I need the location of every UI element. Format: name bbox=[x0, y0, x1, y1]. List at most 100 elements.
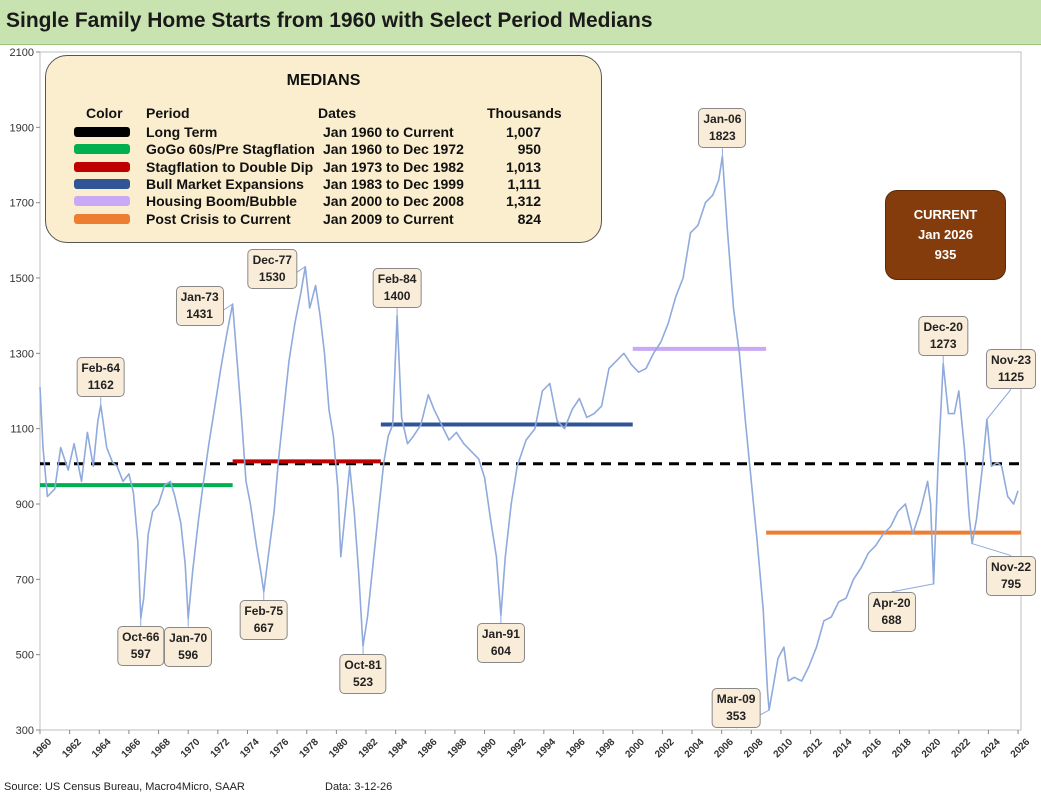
x-tick-label: 2026 bbox=[1009, 736, 1033, 760]
x-tick-label: 2010 bbox=[772, 736, 796, 760]
annotation-value: 688 bbox=[881, 612, 902, 627]
x-tick-label: 1962 bbox=[60, 736, 84, 760]
legend-value: 1,007 bbox=[505, 124, 541, 140]
x-tick-label: 2002 bbox=[653, 736, 677, 760]
x-tick-label: 1990 bbox=[475, 736, 499, 760]
x-tick-label: 1994 bbox=[535, 736, 559, 760]
current-value-box: CURRENT Jan 2026 935 bbox=[885, 190, 1006, 280]
x-tick-label: 2012 bbox=[801, 736, 825, 760]
annotation-callout: Jan-91 604 bbox=[476, 623, 525, 664]
annotation-date: Nov-22 bbox=[990, 559, 1032, 574]
legend-dates: Jan 1973 to Dec 1982 bbox=[323, 158, 464, 175]
x-tick-label: 1972 bbox=[209, 736, 233, 760]
annotation-callout: Feb-64 1162 bbox=[76, 357, 126, 398]
footer-data-date: Data: 3-12-26 bbox=[325, 781, 393, 793]
legend-dates: Jan 1983 to Dec 1999 bbox=[323, 175, 464, 192]
annotation-value: 596 bbox=[178, 647, 199, 662]
annotation-value: 795 bbox=[1000, 576, 1022, 591]
x-tick-label: 1996 bbox=[564, 736, 588, 760]
legend-header-dates: Dates bbox=[318, 105, 357, 121]
annotation-value: 1273 bbox=[929, 336, 957, 351]
y-tick-label: 1900 bbox=[10, 122, 34, 134]
annotation-callout: Apr-20 688 bbox=[867, 591, 916, 632]
x-tick-label: 1984 bbox=[386, 736, 410, 760]
annotation-date: Oct-81 bbox=[344, 658, 382, 672]
annotation-callout: Feb-75 667 bbox=[239, 599, 289, 640]
x-tick-label: 1986 bbox=[416, 736, 440, 760]
annotation-date: Oct-66 bbox=[122, 630, 160, 645]
x-tick-label: 2004 bbox=[683, 736, 707, 760]
current-date: Jan 2026 bbox=[918, 227, 973, 242]
legend-dates: Jan 2009 to Current bbox=[323, 210, 454, 227]
legend-dates: Jan 1960 to Current bbox=[323, 124, 454, 140]
annotation-date: Nov-23 bbox=[990, 353, 1032, 368]
x-tick-label: 2000 bbox=[623, 736, 647, 760]
legend-row: GoGo 60s/Pre Stagflation Jan 1960 to Dec … bbox=[46, 141, 601, 158]
legend-period: Housing Boom/Bubble bbox=[146, 193, 297, 210]
annotation-callout: Nov-22 795 bbox=[985, 555, 1037, 596]
x-tick-label: 1980 bbox=[327, 736, 351, 760]
y-tick-label: 2100 bbox=[10, 47, 34, 59]
x-tick-label: 1974 bbox=[238, 736, 262, 760]
current-label: CURRENT bbox=[913, 207, 978, 222]
annotation-callout: Dec-20 1273 bbox=[918, 315, 968, 356]
annotation-callout: Oct-81 523 bbox=[339, 654, 387, 694]
y-tick-label: 700 bbox=[16, 574, 34, 586]
y-tick-label: 1500 bbox=[10, 273, 34, 285]
legend-swatch bbox=[74, 196, 130, 207]
annotation-value: 1530 bbox=[258, 269, 286, 284]
annotation-callout: Feb-84 1400 bbox=[372, 267, 422, 308]
legend-row: Post Crisis to Current Jan 2009 to Curren… bbox=[46, 211, 601, 228]
annotation-value: 353 bbox=[726, 709, 747, 723]
legend-value: 824 bbox=[517, 210, 541, 227]
annotation-leader bbox=[971, 543, 1012, 557]
x-tick-label: 1978 bbox=[297, 736, 321, 760]
annotation-callout: Jan-73 1431 bbox=[175, 285, 224, 326]
medians-legend: MEDIANS Color Period Dates Thousands Lon… bbox=[45, 55, 602, 243]
x-tick-label: 2018 bbox=[890, 736, 914, 760]
series-lines bbox=[39, 155, 1019, 711]
legend-period: GoGo 60s/Pre Stagflation bbox=[146, 141, 315, 158]
annotation-callout: Dec-77 1530 bbox=[247, 248, 297, 289]
y-tick-label: 1300 bbox=[10, 348, 34, 360]
annotation-callout: Nov-23 1125 bbox=[985, 349, 1037, 390]
x-tick-label: 2022 bbox=[949, 736, 973, 760]
x-tick-label: 1976 bbox=[268, 736, 292, 760]
annotation-value: 604 bbox=[490, 644, 511, 659]
y-tick-label: 900 bbox=[16, 499, 34, 511]
legend-period: Post Crisis to Current bbox=[146, 210, 291, 227]
legend-swatch bbox=[74, 127, 130, 137]
annotation-date: Mar-09 bbox=[716, 692, 756, 706]
annotation-date: Feb-84 bbox=[377, 271, 417, 286]
annotation-callout: Jan-06 1823 bbox=[698, 108, 747, 149]
y-tick-label: 1700 bbox=[10, 198, 34, 210]
annotation-leader bbox=[891, 583, 934, 593]
annotation-date: Feb-64 bbox=[81, 361, 121, 376]
annotation-leader bbox=[986, 388, 1012, 420]
legend-dates: Jan 1960 to Dec 1972 bbox=[323, 141, 464, 158]
annotation-date: Dec-20 bbox=[923, 319, 963, 334]
legend-dates: Jan 2000 to Dec 2008 bbox=[323, 193, 464, 210]
legend-swatch bbox=[74, 161, 130, 172]
y-axis-ticks: 300 500 700 900 1100 1300 1500 1700 1900 2100 bbox=[10, 47, 40, 737]
current-value: 935 bbox=[934, 247, 957, 262]
y-tick-label: 500 bbox=[16, 650, 34, 662]
legend-header-thousands: Thousands bbox=[487, 105, 562, 121]
chart-title: Single Family Home Starts from 1960 with… bbox=[6, 9, 653, 32]
legend-period: Bull Market Expansions bbox=[146, 175, 304, 192]
annotation-value: 1823 bbox=[709, 129, 736, 144]
annotation-callout: Jan-70 596 bbox=[164, 626, 213, 667]
legend-swatch bbox=[74, 213, 130, 224]
x-tick-label: 1992 bbox=[505, 736, 529, 760]
x-tick-label: 1988 bbox=[446, 736, 470, 760]
x-tick-label: 2016 bbox=[861, 736, 885, 760]
annotation-date: Jan-91 bbox=[481, 627, 520, 642]
x-tick-label: 2020 bbox=[920, 736, 944, 760]
annotation-value: 1400 bbox=[383, 288, 411, 303]
annotation-value: 1125 bbox=[997, 370, 1025, 385]
annotation-date: Dec-77 bbox=[252, 252, 292, 267]
x-tick-label: 2024 bbox=[979, 736, 1003, 760]
x-tick-label: 1964 bbox=[90, 736, 114, 760]
y-tick-label: 300 bbox=[16, 725, 34, 737]
title-bar: Single Family Home Starts from 1960 with… bbox=[0, 0, 1041, 45]
